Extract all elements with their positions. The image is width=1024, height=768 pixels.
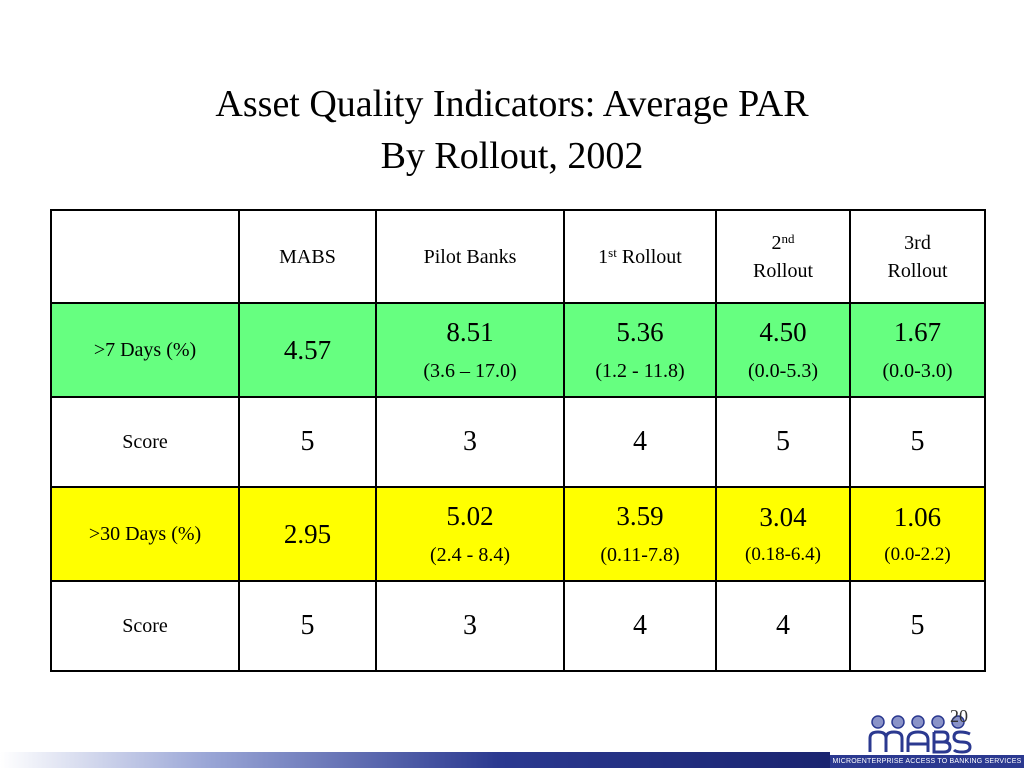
header-2nd-rollout: 2nd Rollout xyxy=(715,209,851,304)
row-score-30-days: Score 5 3 4 4 5 xyxy=(50,580,986,672)
cell-range: (0.0-3.0) xyxy=(882,360,953,382)
header-1st-rollout: 1st Rollout xyxy=(563,209,717,304)
cell-value: 3.59 xyxy=(616,501,664,531)
header-1st-text: Rollout xyxy=(616,245,682,268)
cell-value: 4.50 xyxy=(759,317,807,347)
cell-value: 2.95 xyxy=(283,519,332,549)
cell-range: (0.11-7.8) xyxy=(600,544,680,566)
cell-mabs: 4.57 xyxy=(238,302,377,398)
cell-value: 1.06 xyxy=(893,502,942,532)
cell-value: 8.51 xyxy=(446,317,494,347)
cell-score: 4 xyxy=(563,580,717,672)
header-3rd-rollout: 3rd Rollout xyxy=(849,209,986,304)
par-table: MABS Pilot Banks 1st Rollout 2nd Rollout … xyxy=(50,209,986,672)
cell-score: 5 xyxy=(715,396,851,488)
cell-range: (1.2 - 11.8) xyxy=(595,360,685,382)
cell-range: (0.18-6.4) xyxy=(745,544,821,565)
header-2nd-sup: nd xyxy=(781,230,795,246)
cell-1st-rollout: 3.59 (0.11-7.8) xyxy=(563,486,717,582)
row-label: Score xyxy=(50,396,240,488)
header-3rd-line2: Rollout xyxy=(887,259,948,282)
cell-score: 5 xyxy=(849,396,986,488)
cell-range: (2.4 - 8.4) xyxy=(430,544,510,566)
cell-value: 3.04 xyxy=(759,502,807,532)
cell-score: 5 xyxy=(849,580,986,672)
row-label: >30 Days (%) xyxy=(50,486,240,582)
cell-score: 5 xyxy=(238,580,377,672)
header-pilot-banks: Pilot Banks xyxy=(375,209,565,304)
cell-pilot: 5.02 (2.4 - 8.4) xyxy=(375,486,565,582)
header-1st-num: 1 xyxy=(598,245,609,268)
cell-score: 5 xyxy=(238,396,377,488)
mabs-logo xyxy=(868,715,972,754)
cell-3rd-rollout: 1.06 (0.0-2.2) xyxy=(849,486,986,582)
cell-2nd-rollout: 4.50 (0.0-5.3) xyxy=(715,302,851,398)
cell-value: 4.57 xyxy=(283,335,332,365)
footer-gradient-bar xyxy=(0,752,830,768)
cell-pilot: 8.51 (3.6 – 17.0) xyxy=(375,302,565,398)
row-label: Score xyxy=(50,580,240,672)
cell-mabs: 2.95 xyxy=(238,486,377,582)
header-2nd-text: Rollout xyxy=(752,259,813,282)
cell-range: (0.0-2.2) xyxy=(884,544,951,565)
row-30-days: >30 Days (%) 2.95 5.02 (2.4 - 8.4) 3.59 (0… xyxy=(50,486,986,582)
cell-3rd-rollout: 1.67 (0.0-3.0) xyxy=(849,302,986,398)
logo-caption: MICROENTERPRISE ACCESS TO BANKING SERVIC… xyxy=(830,755,1024,768)
cell-score: 3 xyxy=(375,580,565,672)
cell-value: 5.36 xyxy=(616,317,664,347)
cell-range: (3.6 – 17.0) xyxy=(423,360,517,382)
row-score-7-days: Score 5 3 4 5 5 xyxy=(50,396,986,488)
cell-value: 5.02 xyxy=(446,501,494,531)
row-7-days: >7 Days (%) 4.57 8.51 (3.6 – 17.0) 5.36 (1… xyxy=(50,302,986,398)
header-empty-cell xyxy=(50,209,240,304)
cell-score: 4 xyxy=(563,396,717,488)
row-label: >7 Days (%) xyxy=(50,302,240,398)
header-1st-sup: st xyxy=(608,244,617,260)
cell-1st-rollout: 5.36 (1.2 - 11.8) xyxy=(563,302,717,398)
cell-range: (0.0-5.3) xyxy=(748,360,818,382)
cell-score: 3 xyxy=(375,396,565,488)
slide-title: Asset Quality Indicators: Average PAR By… xyxy=(0,78,1024,182)
title-line-1: Asset Quality Indicators: Average PAR xyxy=(215,83,809,125)
header-2nd-num: 2 xyxy=(771,231,782,254)
title-line-2: By Rollout, 2002 xyxy=(380,135,644,177)
cell-value: 1.67 xyxy=(893,317,942,347)
cell-score: 4 xyxy=(715,580,851,672)
cell-2nd-rollout: 3.04 (0.18-6.4) xyxy=(715,486,851,582)
page-number: 20 xyxy=(950,706,968,726)
header-mabs: MABS xyxy=(238,209,377,304)
header-3rd-line1: 3rd xyxy=(904,231,931,254)
header-row: MABS Pilot Banks 1st Rollout 2nd Rollout … xyxy=(50,209,986,304)
